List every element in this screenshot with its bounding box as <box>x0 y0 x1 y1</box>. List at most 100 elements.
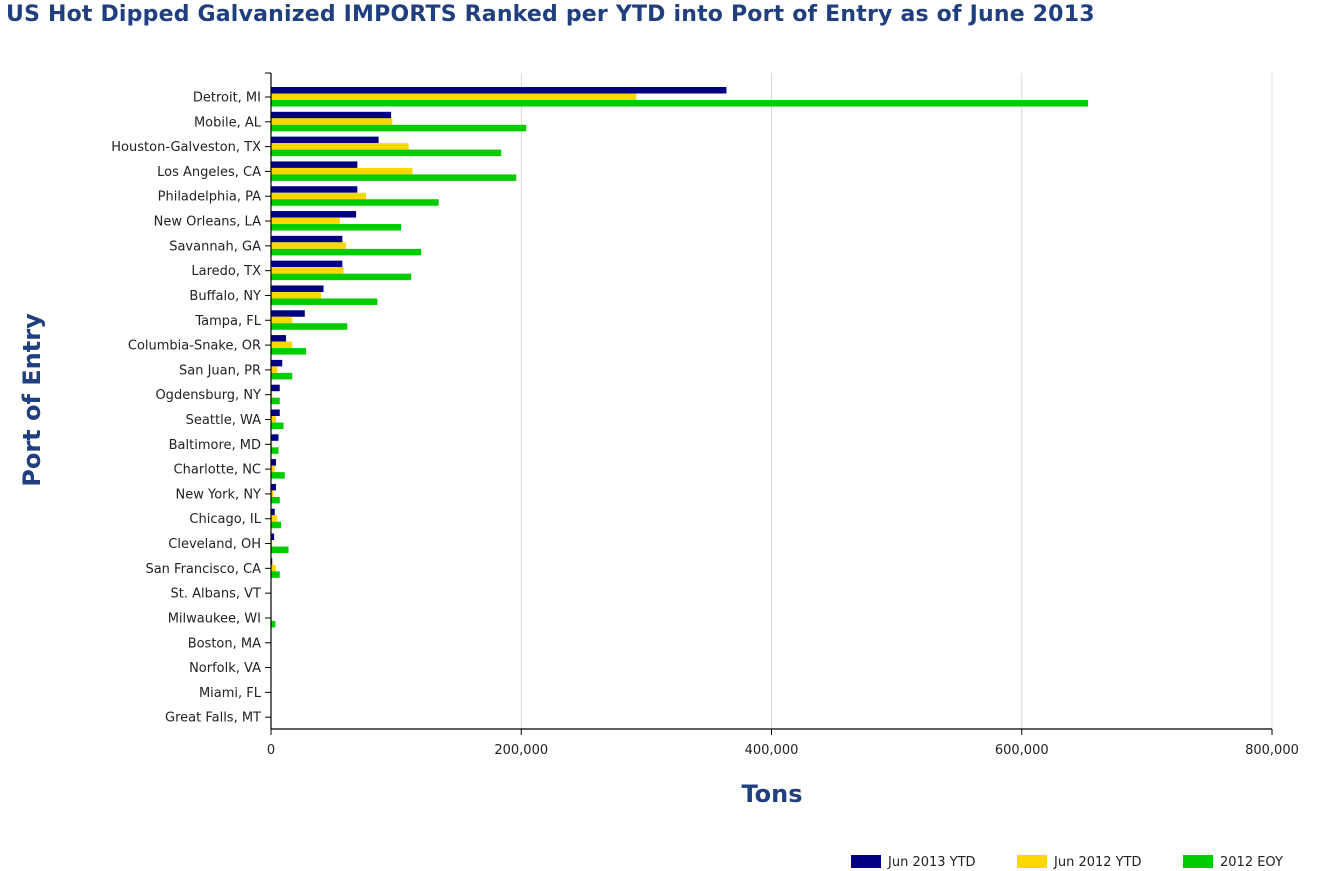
tick-labels: 0 200,000 400,000 600,000 800,000 Detroit, MI… <box>111 91 1299 759</box>
bar-jun-2012-ytd <box>271 515 278 522</box>
legend-label: Jun 2012 YTD <box>1053 855 1142 870</box>
bars <box>271 87 1089 628</box>
bar-jun-2012-ytd <box>271 93 637 100</box>
bar-2012-eoy <box>271 472 285 479</box>
bar-jun-2013-ytd <box>271 434 279 441</box>
category-label: Great Falls, MT <box>165 711 261 726</box>
bar-jun-2013-ytd <box>271 310 305 317</box>
bar-jun-2012-ytd <box>271 143 409 150</box>
bar-2012-eoy <box>271 372 293 380</box>
bar-2012-eoy <box>271 348 307 355</box>
bar-2012-eoy <box>271 496 280 504</box>
bar-jun-2013-ytd <box>271 111 392 119</box>
category-label: Philadelphia, PA <box>158 190 261 205</box>
bar-jun-2012-ytd <box>271 540 273 547</box>
category-label: Seattle, WA <box>186 413 261 428</box>
bar-2012-eoy <box>271 199 439 206</box>
legend-swatch <box>851 855 881 868</box>
bar-jun-2012-ytd <box>271 242 347 249</box>
category-label: Houston-Galveston, TX <box>111 140 261 155</box>
x-tick-label: 800,000 <box>1245 743 1299 758</box>
bar-jun-2013-ytd <box>271 235 343 243</box>
bar-jun-2012-ytd <box>271 118 393 125</box>
bar-2012-eoy <box>271 174 517 181</box>
category-label: San Juan, PR <box>179 363 261 378</box>
chart-title: US Hot Dipped Galvanized IMPORTS Ranked … <box>6 2 1095 27</box>
category-label: Savannah, GA <box>169 239 261 254</box>
category-label: Milwaukee, WI <box>168 611 261 626</box>
bar-jun-2013-ytd <box>271 483 277 491</box>
category-label: Cleveland, OH <box>168 537 261 552</box>
bar-jun-2012-ytd <box>271 291 322 299</box>
category-label: New York, NY <box>176 487 262 502</box>
x-axis-title: Tons <box>741 780 802 808</box>
bar-2012-eoy <box>271 323 348 330</box>
category-label: Ogdensburg, NY <box>155 388 261 403</box>
bar-jun-2012-ytd <box>271 465 275 473</box>
category-label: St. Albans, VT <box>171 587 262 602</box>
bar-jun-2013-ytd <box>271 409 280 416</box>
bar-2012-eoy <box>271 273 412 281</box>
bar-jun-2012-ytd <box>271 391 273 398</box>
bar-2012-eoy <box>271 224 402 231</box>
bar-jun-2013-ytd <box>271 161 358 168</box>
bar-jun-2013-ytd <box>271 533 275 541</box>
category-label: Columbia-Snake, OR <box>128 339 261 354</box>
bar-2012-eoy <box>271 422 284 429</box>
legend-swatch <box>1017 855 1047 868</box>
bar-jun-2013-ytd <box>271 459 277 466</box>
bar-2012-eoy <box>271 521 282 529</box>
bar-jun-2012-ytd <box>271 267 344 274</box>
bar-jun-2013-ytd <box>271 508 275 516</box>
category-label: Detroit, MI <box>193 91 261 106</box>
category-label: Boston, MA <box>188 636 261 651</box>
bar-jun-2013-ytd <box>271 558 273 565</box>
bar-jun-2013-ytd <box>271 136 379 144</box>
y-axis-title: Port of Entry <box>18 313 46 487</box>
bar-2012-eoy <box>271 571 280 578</box>
legend-swatch <box>1183 855 1213 868</box>
bar-2012-eoy <box>271 100 1089 107</box>
bar-jun-2012-ytd <box>271 366 278 373</box>
legend: Jun 2013 YTD Jun 2012 YTD 2012 EOY <box>851 855 1283 870</box>
category-label: Mobile, AL <box>194 115 262 130</box>
bar-jun-2012-ytd <box>271 217 340 225</box>
x-tick-label: 400,000 <box>745 743 799 758</box>
bar-jun-2013-ytd <box>271 87 727 94</box>
category-label: San Francisco, CA <box>145 562 261 577</box>
category-label: Buffalo, NY <box>189 289 261 304</box>
bar-jun-2012-ytd <box>271 341 293 349</box>
category-label: Charlotte, NC <box>174 463 261 478</box>
category-label: New Orleans, LA <box>154 215 261 230</box>
bar-2012-eoy <box>271 397 280 405</box>
bar-jun-2013-ytd <box>271 186 358 193</box>
category-label: Miami, FL <box>199 686 262 701</box>
bar-jun-2012-ytd <box>271 167 413 175</box>
bar-jun-2013-ytd <box>271 335 287 342</box>
bar-2012-eoy <box>271 620 276 628</box>
category-label: Baltimore, MD <box>169 438 261 453</box>
bar-2012-eoy <box>271 447 279 454</box>
bar-2012-eoy <box>271 546 289 554</box>
bar-jun-2012-ytd <box>271 440 273 448</box>
bar-2012-eoy <box>271 124 527 132</box>
category-label: Norfolk, VA <box>189 661 261 676</box>
legend-label: 2012 EOY <box>1220 855 1283 870</box>
bar-2012-eoy <box>271 149 502 157</box>
bar-jun-2013-ytd <box>271 211 357 218</box>
bar-jun-2013-ytd <box>271 384 280 392</box>
x-tick-label: 0 <box>267 743 275 758</box>
bar-jun-2012-ytd <box>271 316 293 324</box>
gridlines <box>520 73 1273 729</box>
category-label: Laredo, TX <box>191 264 261 279</box>
bar-jun-2012-ytd <box>271 490 274 497</box>
category-label: Chicago, IL <box>189 512 261 527</box>
bar-jun-2012-ytd <box>271 416 277 423</box>
legend-label: Jun 2013 YTD <box>887 855 976 870</box>
bar-jun-2013-ytd <box>271 359 283 367</box>
bar-jun-2012-ytd <box>271 192 367 200</box>
bar-2012-eoy <box>271 248 422 256</box>
bar-jun-2013-ytd <box>271 285 324 292</box>
bar-jun-2013-ytd <box>271 260 343 268</box>
